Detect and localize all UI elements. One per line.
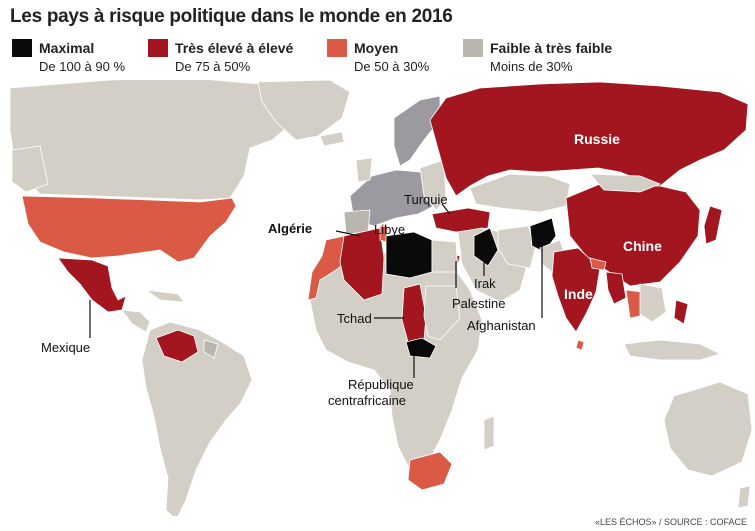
world-map [9,80,753,516]
leader-libye [393,240,405,253]
scandinavia [393,95,441,167]
guyana [203,339,219,359]
label-rca-line2: centrafricaine [328,393,407,408]
source-credit: «LES ÉCHOS» / SOURCE : COFACE [594,517,747,527]
kazakhstan [469,173,571,213]
south-africa [407,451,453,491]
india [551,247,601,333]
caribbean [145,289,185,303]
leader-algerie [335,230,361,237]
label-algerie: Algérie [268,221,313,236]
iceland [319,131,345,147]
iraq [473,227,499,267]
libya [385,231,433,279]
russia [429,81,749,197]
legend-title-maximal: Maximal [39,40,95,56]
central-african-republic [405,337,437,359]
legend-range-maximal: De 100 à 90 % [39,59,126,74]
eastern-europe [419,159,447,211]
mexico [57,257,127,313]
iran [497,225,537,269]
legend-range-eleve: De 75 à 50% [175,59,251,74]
legend-title-moyen: Moyen [354,40,399,56]
legend-swatch-eleve [148,39,168,57]
label-turquie: Turquie [404,192,448,207]
label-chine: Chine [623,238,662,254]
legend-swatch-faible [463,39,483,57]
venezuela [155,329,199,363]
label-inde: Inde [564,286,593,302]
label-rca-line1: République [348,377,414,392]
legend-range-moyen: De 50 à 30% [354,59,430,74]
greenland [257,80,351,141]
legend-title-faible: Faible à très faible [490,40,613,56]
southeast-asia [639,283,667,323]
turkey [431,207,491,233]
myanmar [605,271,627,305]
thailand [625,289,643,319]
label-irak: Irak [474,276,496,291]
mongolia [589,173,662,193]
leader-turquie [441,203,451,215]
indonesia [623,339,722,361]
madagascar [483,415,495,451]
new-zealand [737,485,751,509]
legend: Maximal De 100 à 90 % Très élevé à élevé… [0,38,755,78]
leader-lines [89,203,543,378]
usa [21,195,237,263]
label-libye: Libye [374,222,406,237]
canada [9,80,301,201]
label-russie: Russie [574,131,620,147]
label-tchad: Tchad [337,311,372,326]
legend-title-eleve: Très élevé à élevé [175,40,294,56]
nepal [589,257,607,271]
iberia [343,209,371,235]
sri-lanka [575,339,585,351]
central-america [121,309,151,333]
legend-swatch-moyen [327,39,347,57]
label-afghanistan: Afghanistan [467,318,536,333]
alaska [11,145,49,193]
legend-swatch-maximal [12,39,32,57]
label-mexique: Mexique [41,340,91,355]
japan [703,205,723,245]
philippines [673,299,689,325]
legend-range-faible: Moins de 30% [490,59,573,74]
label-palestine: Palestine [452,296,506,311]
south-america [141,321,253,516]
map-title: Les pays à risque politique dans le mond… [10,6,453,27]
uk [355,157,373,183]
australia [663,381,753,477]
egypt [431,239,459,273]
